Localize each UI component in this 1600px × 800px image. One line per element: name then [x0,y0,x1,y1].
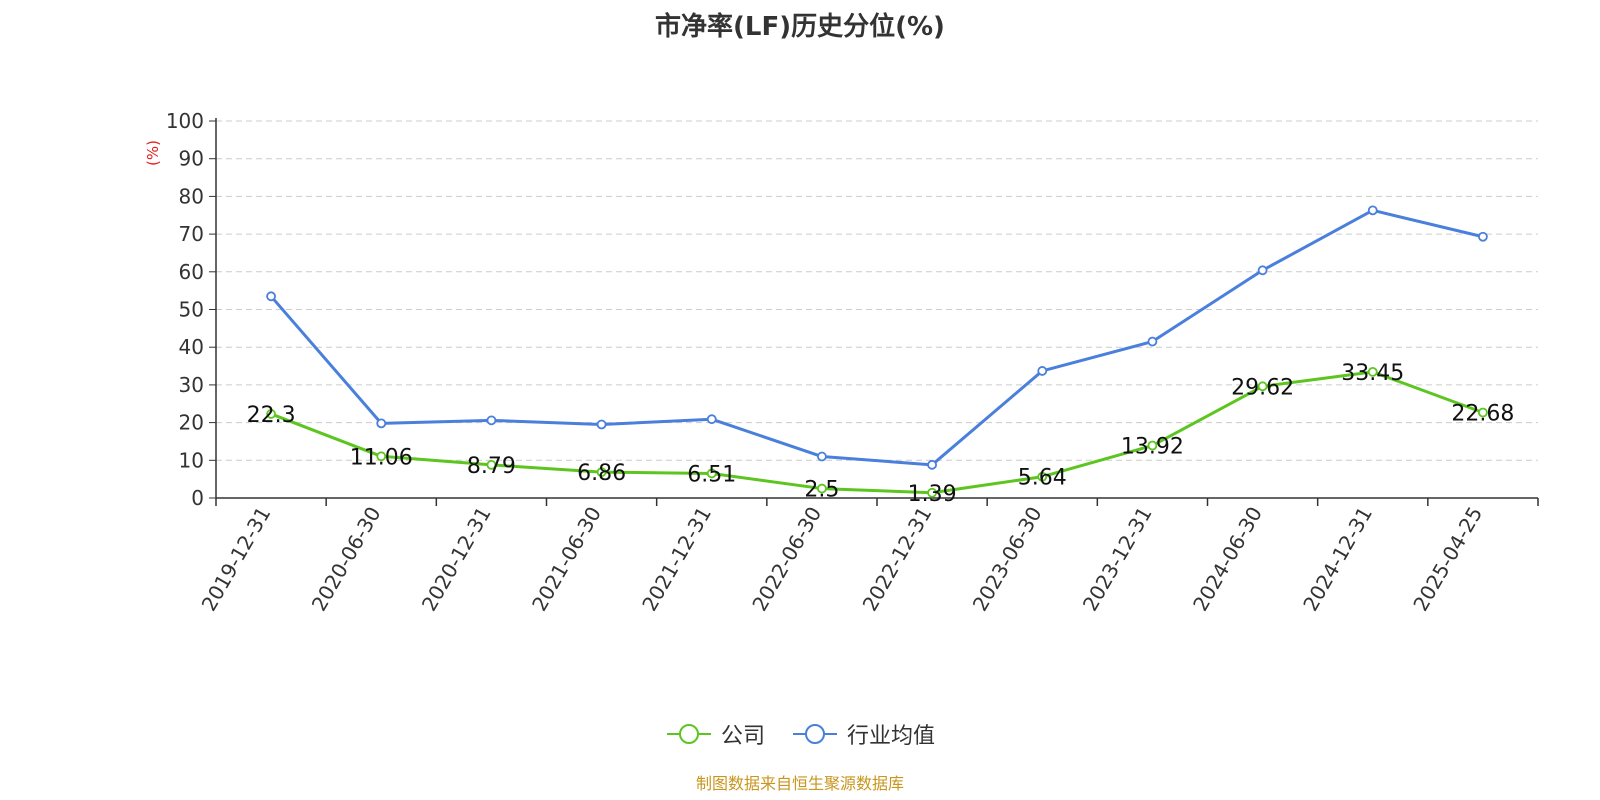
y-tick-label-10: 10 [179,448,204,472]
data-label-company-2: 8.79 [467,454,516,479]
legend-label-industry: 行业均值 [847,724,936,749]
x-tick-label-2019-12-31: 2019-12-31 [197,503,276,616]
legend-item-company[interactable]: 公司 [665,718,765,750]
series-1-point-4 [706,414,717,425]
x-tick-label-2022-12-31: 2022-12-31 [858,502,937,615]
series-0-point-0 [266,409,276,419]
x-tick-label-2024-12-31: 2024-12-31 [1298,503,1377,616]
series-1-point-8 [1147,336,1158,347]
legend-industry-marker-icon [793,724,837,744]
x-tick-label-2021-06-30: 2021-06-30 [527,503,606,616]
data-label-company-10: 33.45 [1341,361,1404,386]
x-tick-label-2023-12-31: 2023-12-31 [1078,503,1157,616]
y-axis-unit-label: (%) [144,140,162,166]
x-tick-label-2025-04-25: 2025-04-25 [1408,503,1487,616]
y-tick-label-40: 40 [179,335,204,359]
series-0-point-3 [596,467,607,478]
x-tick-label-2021-12-31: 2021-12-31 [637,503,716,616]
data-label-company-1: 11.06 [350,445,413,470]
x-tick-label-2023-06-30: 2023-06-30 [968,503,1047,616]
legend: 公司 行业均值 [0,714,1600,754]
series-0-point-11 [1478,407,1488,418]
y-tick-label-100: 100 [166,109,204,133]
data-label-company-0: 22.3 [247,403,296,428]
series-1-point-10 [1367,205,1378,216]
data-label-company-9: 29.62 [1231,375,1294,400]
data-label-company-6: 1.39 [908,482,957,507]
series-0-point-9 [1257,381,1268,392]
data-label-company-7: 5.64 [1018,466,1067,491]
y-tick-label-30: 30 [179,373,204,397]
data-label-company-11: 22.68 [1451,401,1514,426]
series-0-point-4 [706,468,717,479]
series-1-point-0 [266,291,276,302]
series-0-point-10 [1367,366,1378,377]
y-tick-label-90: 90 [179,147,204,171]
y-tick-label-20: 20 [179,411,204,435]
x-tick-label-2020-12-31: 2020-12-31 [417,502,496,615]
series-1-point-2 [486,415,497,426]
chart-title: 市净率(LF)历史分位(%) [655,12,945,42]
series-0-point-2 [486,459,497,470]
x-tick-label-2020-06-30: 2020-06-30 [307,503,386,616]
y-tick-label-50: 50 [179,298,204,322]
series-1-point-3 [596,419,607,430]
series-1-point-5 [817,451,827,462]
legend-item-industry[interactable]: 行业均值 [791,718,935,750]
y-tick-label-60: 60 [179,260,204,284]
series-1-point-1 [376,418,387,429]
series-0-point-5 [817,483,827,494]
series-0-point-1 [376,451,387,462]
y-tick-label-0: 0 [191,486,204,510]
data-label-company-3: 6.86 [577,461,626,486]
line-chart: 0 10 20 30 40 50 60 70 80 90 100(%) 2019-12-31 2020-… [144,109,1539,616]
series-0-point-7 [1037,471,1048,482]
series-1-point-11 [1478,231,1488,242]
data-source-note: 制图数据来自恒生聚源数据库 [695,774,904,793]
series-0-point-6 [927,487,937,498]
y-tick-label-80: 80 [179,184,204,208]
y-tick-label-70: 70 [179,222,204,246]
legend-company-marker-icon [666,724,711,744]
x-tick-label-2022-06-30: 2022-06-30 [747,503,826,616]
series-1-point-7 [1037,366,1048,376]
legend-label-company: 公司 [720,724,765,749]
series-line-1 [269,208,1484,467]
data-label-company-5: 2.5 [804,478,839,503]
series-line-0 [270,370,1484,495]
series-1-point-6 [927,459,937,470]
data-label-company-4: 6.51 [687,462,736,487]
data-label-company-8: 13.92 [1121,435,1184,460]
series-1-point-9 [1257,265,1268,276]
x-tick-label-2024-06-30: 2024-06-30 [1188,503,1267,616]
series-0-point-8 [1147,440,1158,451]
